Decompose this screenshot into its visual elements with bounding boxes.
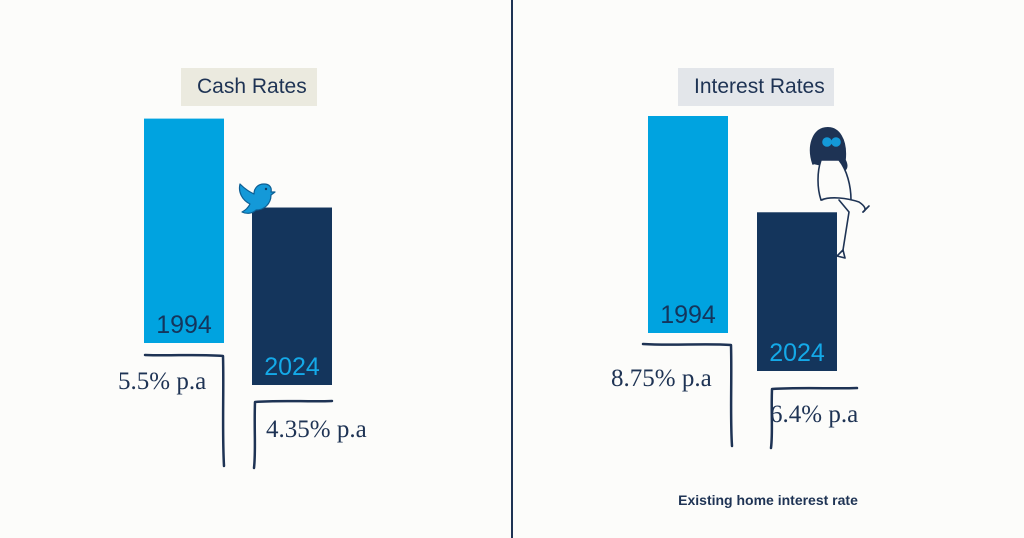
rate-label-2024: 6.4% p.a — [770, 401, 858, 428]
bird-icon — [238, 183, 276, 214]
rate-bracket-1994 — [641, 342, 734, 448]
bar-label-1994: 1994 — [660, 301, 716, 329]
woman-illustration-icon — [809, 127, 870, 259]
interest-rates-panel: 1994 2024 8.75% p.a 6.4% p.a Interest Rat… — [513, 0, 1024, 538]
bar-2024 — [757, 212, 837, 371]
chart-title: Cash Rates — [181, 68, 317, 106]
chart-footnote: Existing home interest rate — [678, 492, 858, 508]
rate-bracket-1994 — [143, 353, 226, 468]
rate-label-2024: 4.35% p.a — [266, 416, 367, 443]
rate-bracket-2024 — [769, 386, 859, 450]
cash-rates-chart: 1994 2024 5.5% p.a 4.35% p.a — [118, 118, 367, 470]
cash-rates-panel: 1994 2024 5.5% p.a 4.35% p.a Cash Rates — [0, 0, 511, 538]
bar-label-2024: 2024 — [769, 339, 825, 367]
bar-1994 — [144, 118, 224, 343]
bar-label-2024: 2024 — [264, 353, 320, 381]
bar-label-1994: 1994 — [156, 311, 212, 339]
interest-rates-chart: 1994 2024 8.75% p.a 6.4% p.a — [611, 116, 870, 450]
rate-label-1994: 8.75% p.a — [611, 365, 712, 392]
rate-bracket-2024 — [252, 399, 334, 470]
panel-divider — [511, 0, 513, 538]
chart-title: Interest Rates — [678, 68, 834, 106]
bar-1994 — [648, 116, 728, 333]
rate-label-1994: 5.5% p.a — [118, 368, 206, 395]
bar-2024 — [252, 207, 332, 385]
